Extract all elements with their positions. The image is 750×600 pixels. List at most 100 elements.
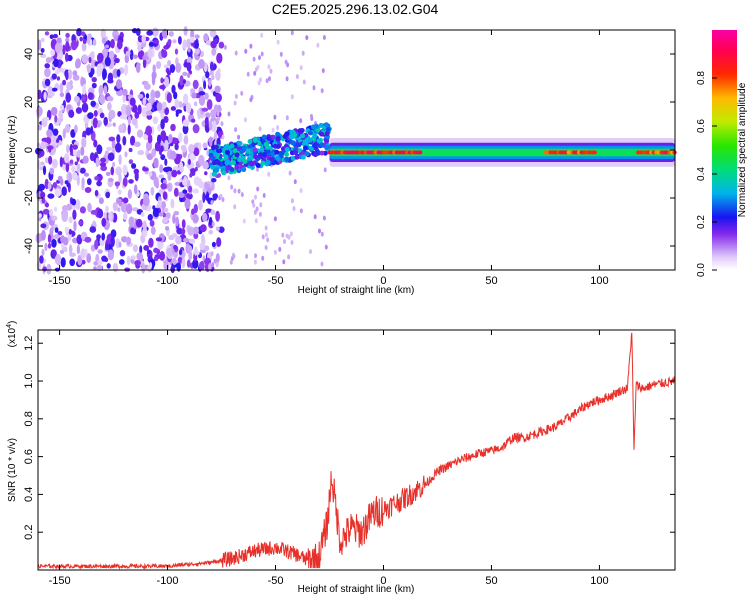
colorbar-step	[712, 190, 737, 193]
spectrogram-cell	[172, 251, 179, 259]
spectrogram-cell	[74, 124, 78, 134]
spectrogram-cell	[168, 133, 173, 144]
spectrogram-cell	[260, 160, 266, 166]
spectrogram-cell	[76, 28, 82, 37]
spectrogram-cell	[232, 252, 235, 258]
spectrogram-cell	[182, 189, 188, 194]
colorbar-step	[712, 36, 737, 39]
spectrogram-cell	[44, 202, 50, 208]
spectrogram-cell	[170, 198, 175, 209]
spectrogram-cell	[99, 162, 107, 168]
spectrogram-cell	[62, 79, 67, 86]
spectrogram-cell	[234, 127, 238, 133]
spectrogram-cell	[261, 255, 265, 261]
colorbar-tick-label: 0.0	[696, 263, 707, 277]
spectrogram-cell	[266, 237, 270, 243]
colorbar-step	[712, 100, 737, 103]
spectrogram-cell	[132, 54, 138, 59]
spectrogram-cell	[77, 149, 81, 158]
spectrogram-cell	[40, 223, 47, 229]
spectrogram-cell	[36, 106, 43, 117]
spectrogram-cell	[106, 263, 111, 269]
spectrogram-cell	[72, 209, 77, 220]
spectrogram-cell	[53, 206, 58, 212]
colorbar-step	[712, 148, 737, 151]
spectrogram-cell	[72, 144, 79, 150]
colorbar-step	[712, 188, 737, 191]
spectrogram-cell	[79, 206, 86, 214]
spectrogram-cell	[137, 93, 144, 99]
spectrogram-cell	[62, 205, 69, 212]
spectrogram-cell	[234, 50, 238, 56]
colorbar-step	[712, 58, 737, 61]
spectrogram-cell	[215, 210, 220, 222]
spectrogram-cell	[218, 41, 225, 49]
snr-x-ticks: -150 -100 -50 0 50 100	[49, 330, 609, 587]
spectrogram-cell	[182, 39, 187, 51]
spectrogram-cell	[184, 198, 191, 210]
spectrogram-cell	[71, 198, 77, 206]
spectrogram-cell	[185, 102, 192, 114]
spectrogram-cell	[122, 177, 128, 187]
colorbar-step	[712, 134, 737, 137]
spectrogram-cell	[258, 126, 262, 132]
spectrogram-cell	[158, 174, 164, 179]
spectrogram-cell	[141, 34, 146, 44]
spectrogram-cell	[213, 258, 217, 264]
spectrogram-cell	[188, 185, 193, 193]
spectrogram-cell	[204, 171, 208, 176]
spectrogram-cell	[131, 27, 138, 34]
spectrogram-cell	[117, 207, 121, 212]
spectrogram-cell	[145, 110, 153, 116]
spectrogram-cell	[216, 160, 222, 166]
spectrogram-cell	[52, 33, 58, 39]
spectrogram-cell	[179, 161, 184, 173]
spectrogram-cell	[190, 168, 196, 174]
spectrogram-cell	[282, 133, 288, 139]
spectrogram-cell	[201, 233, 205, 244]
spectrogram-cell	[175, 111, 179, 117]
spectrogram-cell	[86, 63, 91, 74]
spectrogram-cell	[264, 245, 268, 251]
spectrogram-cell	[229, 143, 235, 149]
spectrogram-cell	[237, 134, 241, 140]
snr-y-label: SNR (10 * v/v)	[7, 438, 18, 502]
spectrogram-cell	[89, 152, 95, 162]
spectrogram-panel: -150 -100 -50 0 50 100 -40 -20 0 20 40 Height of …	[7, 26, 677, 296]
spectrogram-cell	[167, 38, 172, 46]
spectrogram-cell	[167, 59, 172, 67]
spectrogram-cell	[81, 102, 89, 113]
spectrogram-cell	[160, 154, 166, 161]
spectrogram-cell	[282, 259, 286, 265]
colorbar-step	[712, 128, 737, 131]
spectrogram-cell	[65, 162, 70, 173]
spectrogram-cell	[174, 99, 180, 109]
spectrogram-cell	[105, 205, 109, 213]
spectrogram-cell	[116, 69, 121, 77]
spectrogram-cell	[91, 82, 97, 89]
spectrogram-cell	[186, 259, 191, 268]
spectrogram-cell	[162, 216, 169, 224]
colorbar-step	[712, 216, 737, 219]
spectrogram-cell	[53, 234, 60, 240]
spectrogram-cell	[52, 182, 58, 189]
spectrogram-cell	[106, 146, 113, 151]
spectrogram-cell	[188, 238, 196, 244]
spectrogram-cell	[152, 116, 159, 125]
spectrogram-cell	[276, 125, 280, 131]
colorbar-step	[712, 220, 737, 223]
spectrogram-cell	[41, 248, 45, 257]
spectrogram-cell	[103, 116, 108, 126]
spectrogram-cell	[150, 226, 156, 235]
spectrogram-cell	[65, 70, 69, 81]
spectrogram-cell	[134, 260, 141, 266]
colorbar-step	[712, 158, 737, 161]
spectrogram-cell	[265, 159, 271, 165]
colorbar-step	[712, 224, 737, 227]
colorbar-step	[712, 88, 737, 91]
spectrogram-cell	[215, 253, 220, 263]
spectrogram-cell	[295, 74, 299, 80]
spectrogram-cell	[157, 124, 162, 132]
spectrogram-cell	[183, 237, 190, 243]
spectrogram-cell	[66, 144, 70, 154]
